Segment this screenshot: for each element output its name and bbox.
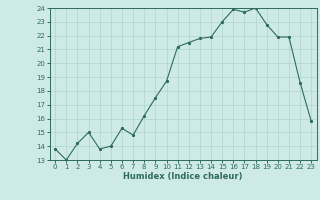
X-axis label: Humidex (Indice chaleur): Humidex (Indice chaleur) bbox=[124, 172, 243, 181]
